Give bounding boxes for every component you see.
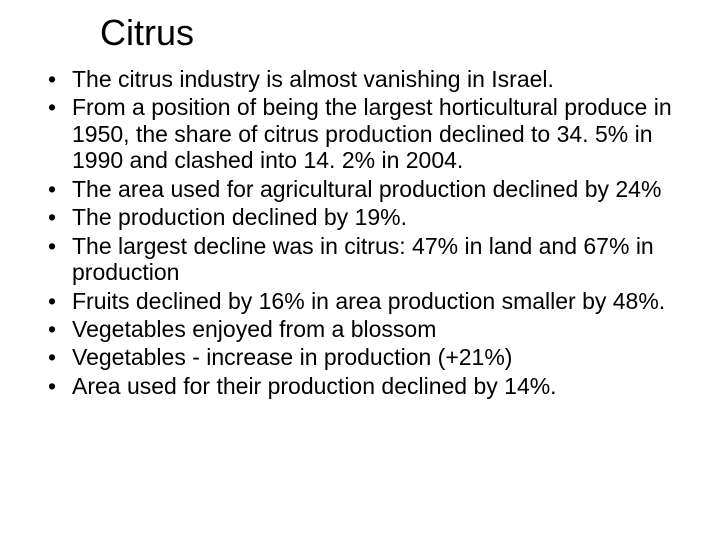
list-item: Area used for their production declined … — [48, 373, 690, 399]
list-item: The citrus industry is almost vanishing … — [48, 66, 690, 92]
list-item: Vegetables enjoyed from a blossom — [48, 316, 690, 342]
list-item: The area used for agricultural productio… — [48, 176, 690, 202]
slide-title: Citrus — [100, 12, 690, 54]
list-item: Vegetables - increase in production (+21… — [48, 344, 690, 370]
list-item: Fruits declined by 16% in area productio… — [48, 288, 690, 314]
bullet-list: The citrus industry is almost vanishing … — [30, 66, 690, 399]
list-item: From a position of being the largest hor… — [48, 94, 690, 173]
list-item: The production declined by 19%. — [48, 204, 690, 230]
slide-container: Citrus The citrus industry is almost van… — [0, 0, 720, 540]
list-item: The largest decline was in citrus: 47% i… — [48, 233, 690, 286]
